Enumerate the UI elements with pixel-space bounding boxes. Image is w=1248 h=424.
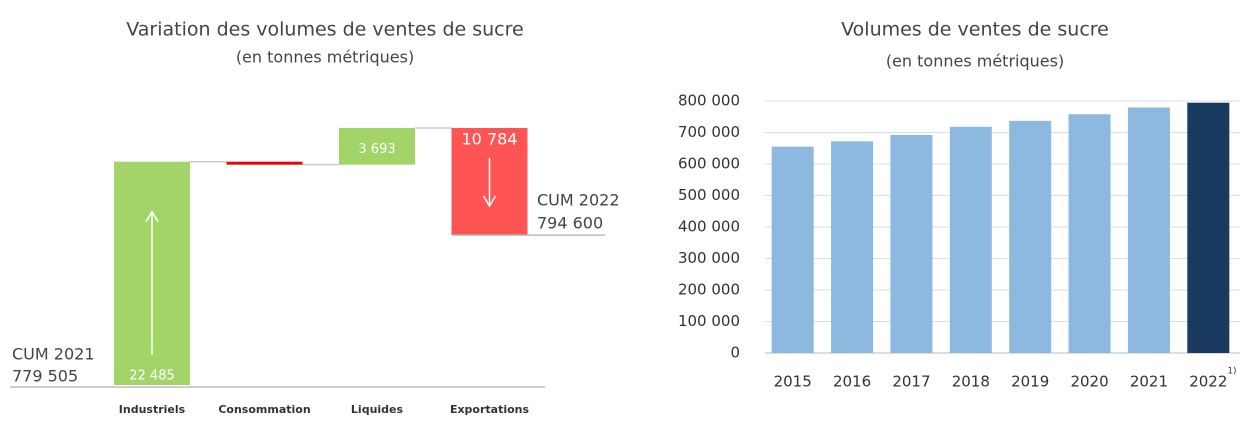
x-tick-label: 2020 — [1070, 373, 1108, 391]
chart-subtitle: (en tonnes métriques) — [886, 52, 1064, 71]
x-tick-label: 2019 — [1011, 373, 1049, 391]
bar — [949, 126, 992, 353]
value-label: 10 784 — [462, 130, 518, 149]
y-tick-label: 100 000 — [678, 312, 740, 330]
x-tick-label: 2015 — [774, 373, 812, 391]
chart-title: Volumes de ventes de sucre — [841, 19, 1109, 41]
bar — [771, 146, 814, 353]
y-tick-label: 700 000 — [678, 123, 740, 141]
y-tick-label: 400 000 — [678, 218, 740, 236]
x-tick-label: 2018 — [952, 373, 990, 391]
arrow-head — [482, 195, 497, 208]
bar — [1009, 120, 1052, 353]
value-label: 3 693 — [358, 142, 395, 157]
bar — [339, 128, 415, 165]
start-value: 779 505 — [12, 367, 78, 386]
bar — [1127, 107, 1170, 353]
x-tick-label: 2016 — [833, 373, 871, 391]
end-value: 794 600 — [537, 214, 603, 233]
y-tick-label: 300 000 — [678, 249, 740, 267]
x-tick-label: Exportations — [450, 403, 530, 416]
x-tick-label: 2017 — [892, 373, 930, 391]
footnote-marker: 1) — [1227, 367, 1236, 377]
start-name: CUM 2021 — [12, 345, 95, 364]
arrow-head — [145, 210, 159, 223]
x-tick-label: Consommation — [218, 403, 310, 416]
y-tick-label: 800 000 — [678, 92, 740, 110]
value-label: 22 485 — [129, 369, 175, 384]
x-tick-label: 2022 — [1189, 373, 1227, 391]
bar — [226, 161, 303, 165]
y-tick-label: 500 000 — [678, 186, 740, 204]
chart-subtitle: (en tonnes métriques) — [236, 48, 414, 67]
end-name: CUM 2022 — [537, 191, 620, 210]
bar — [1187, 102, 1230, 354]
x-tick-label: Liquides — [351, 403, 404, 416]
y-tick-label: 600 000 — [678, 155, 740, 173]
x-tick-label: Industriels — [119, 403, 186, 416]
bar — [1068, 114, 1111, 353]
x-tick-label: 2021 — [1130, 373, 1168, 391]
bar — [890, 135, 933, 353]
y-tick-label: 200 000 — [678, 281, 740, 299]
chart-title: Variation des volumes de ventes de sucre — [126, 19, 523, 41]
bar — [831, 141, 874, 353]
y-tick-label: 0 — [730, 344, 740, 362]
